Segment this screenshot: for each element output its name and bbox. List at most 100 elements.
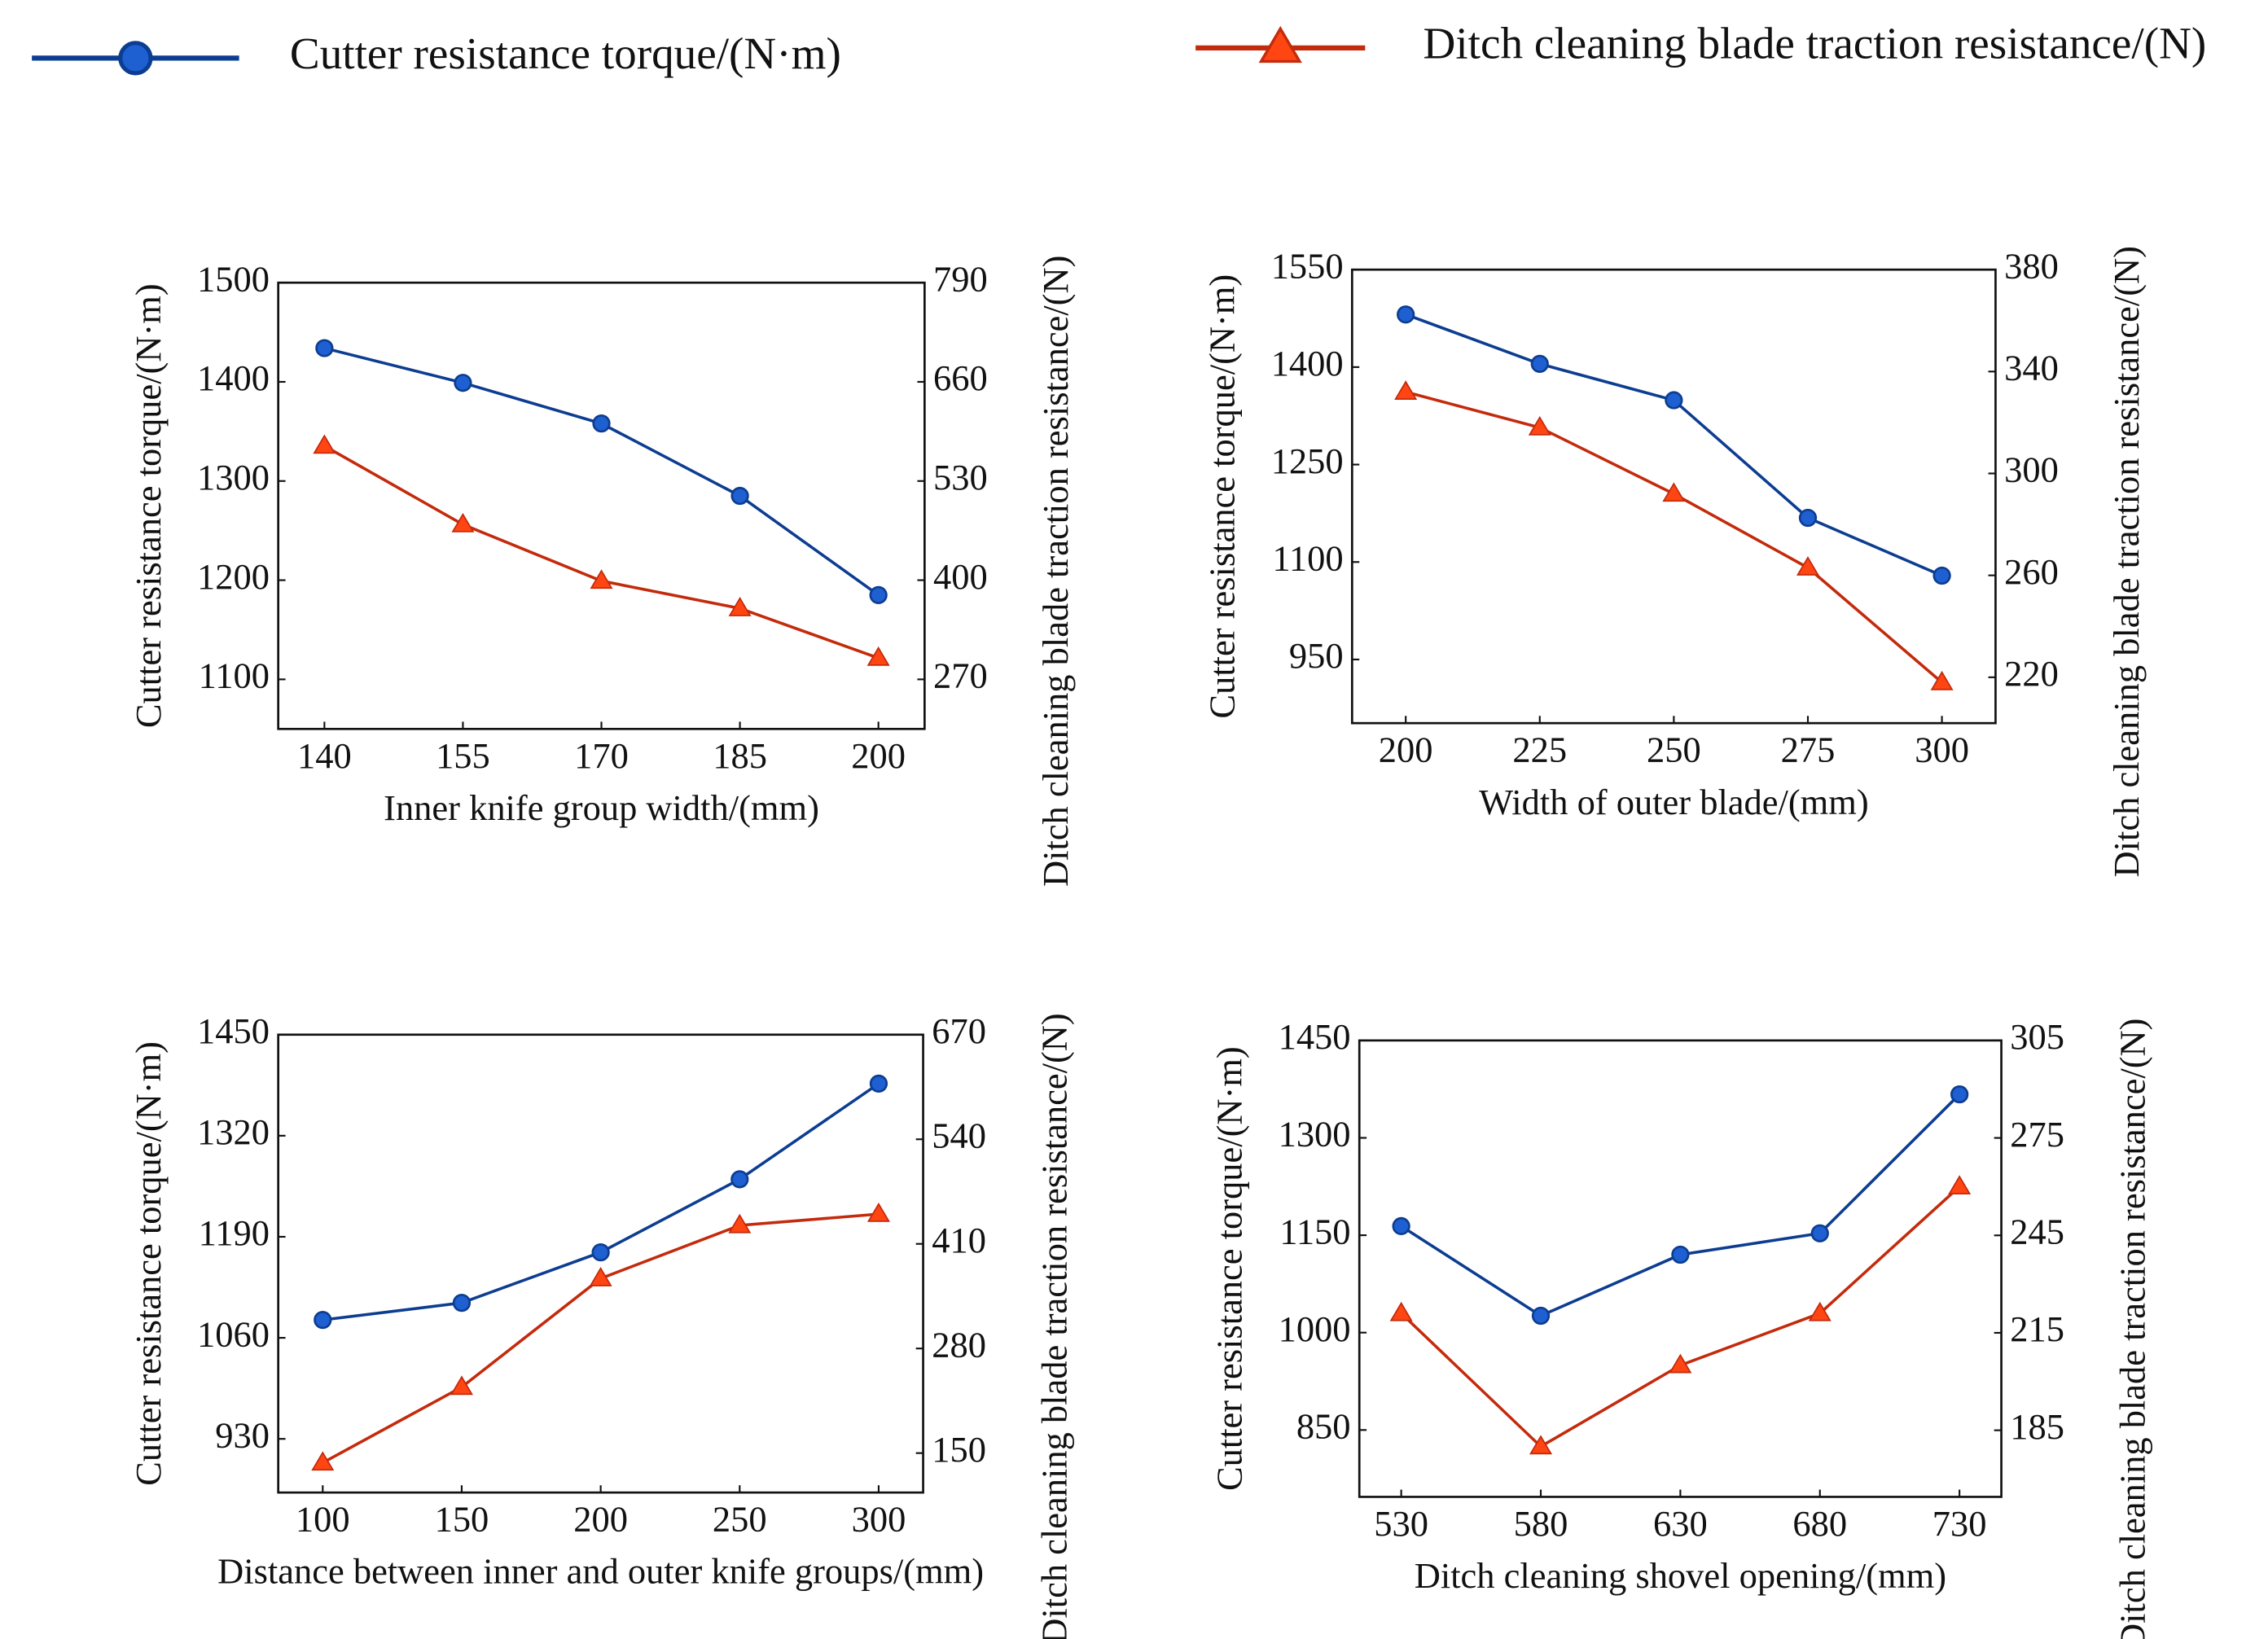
y-tick-label: 1150 xyxy=(1279,1211,1350,1251)
point-marker xyxy=(866,646,890,666)
y2-tick-label: 305 xyxy=(2010,1016,2064,1057)
y2-tick-label: 220 xyxy=(2004,653,2059,694)
y-tick-label: 1550 xyxy=(1271,245,1344,286)
point-marker xyxy=(311,1451,335,1471)
y2-tick-label: 280 xyxy=(932,1324,986,1365)
x-tick-label: 250 xyxy=(1647,730,1701,770)
point-marker xyxy=(866,1202,890,1222)
point-marker xyxy=(1530,354,1549,373)
point-marker xyxy=(1528,415,1551,436)
x-tick-label: 580 xyxy=(1514,1503,1568,1544)
point-marker xyxy=(451,512,475,532)
y-tick-label: 1450 xyxy=(1279,1016,1351,1057)
y2-tick-label: 540 xyxy=(932,1115,986,1155)
series-line xyxy=(323,346,880,597)
y-tick-label: 1250 xyxy=(1271,440,1344,481)
y-tick-label: 1400 xyxy=(197,357,270,398)
y2-tick-label: 380 xyxy=(2004,245,2059,286)
point-marker xyxy=(1671,1245,1690,1264)
point-marker xyxy=(869,1074,888,1093)
point-marker xyxy=(730,486,749,506)
point-marker xyxy=(1531,1306,1551,1326)
y-axis-label: Cutter resistance torque/(N·m) xyxy=(1209,1046,1250,1491)
point-marker xyxy=(313,434,336,454)
y-tick-label: 1200 xyxy=(197,556,270,597)
point-marker xyxy=(1665,391,1683,410)
legend-label: Ditch cleaning blade traction resistance… xyxy=(1424,19,2207,68)
y2-tick-label: 340 xyxy=(2004,348,2059,388)
point-marker xyxy=(730,1170,749,1189)
y2-tick-label: 790 xyxy=(933,258,988,299)
y-tick-label: 1100 xyxy=(1272,537,1343,578)
y-tick-label: 1300 xyxy=(1279,1114,1351,1155)
point-marker xyxy=(728,597,752,616)
series-line xyxy=(1400,1185,1961,1448)
x-tick-label: 140 xyxy=(297,735,352,776)
point-marker xyxy=(1258,25,1302,64)
y-tick-label: 930 xyxy=(215,1414,270,1455)
x-tick-label: 150 xyxy=(435,1499,489,1540)
series-line xyxy=(1405,390,1943,684)
point-marker xyxy=(591,1242,610,1262)
y-tick-label: 1320 xyxy=(197,1111,270,1152)
x-tick-label: 225 xyxy=(1512,730,1567,770)
y2-axis-label: Ditch cleaning blade traction resistance… xyxy=(1033,1013,1074,1639)
legend-marker xyxy=(118,41,153,76)
y2-axis-label: Ditch cleaning blade traction resistance… xyxy=(1035,256,1076,887)
x-tick-label: 300 xyxy=(852,1499,906,1540)
point-marker xyxy=(452,1294,472,1313)
y-axis-label: Cutter resistance torque/(N·m) xyxy=(128,283,169,728)
point-marker xyxy=(1950,1085,1969,1104)
series-line xyxy=(1405,313,1943,577)
y2-axis-label: Ditch cleaning blade traction resistance… xyxy=(2112,1019,2152,1639)
point-marker xyxy=(592,414,611,433)
y-tick-label: 1060 xyxy=(197,1313,270,1354)
x-tick-label: 250 xyxy=(713,1499,767,1540)
point-marker xyxy=(1392,1216,1410,1236)
point-marker xyxy=(1394,380,1418,400)
y2-tick-label: 245 xyxy=(2010,1211,2064,1251)
x-tick-label: 630 xyxy=(1653,1503,1708,1544)
point-marker xyxy=(1796,556,1820,576)
series-line xyxy=(1400,1093,1961,1317)
point-marker xyxy=(315,339,334,357)
point-marker xyxy=(728,1213,752,1234)
x-tick-label: 300 xyxy=(1915,730,1969,770)
x-tick-label: 200 xyxy=(851,735,906,776)
plot-frame xyxy=(277,281,926,730)
point-marker xyxy=(454,374,472,392)
y2-tick-label: 300 xyxy=(2004,449,2059,490)
y-tick-label: 1190 xyxy=(199,1212,270,1253)
y-tick-label: 1000 xyxy=(1279,1308,1351,1349)
point-marker xyxy=(589,1267,612,1286)
y-tick-label: 1300 xyxy=(197,457,270,497)
y-axis-label: Cutter resistance torque/(N·m) xyxy=(128,1041,169,1486)
series-line xyxy=(323,445,880,660)
x-tick-label: 730 xyxy=(1932,1503,1987,1544)
point-marker xyxy=(1389,1301,1413,1321)
y-tick-label: 1500 xyxy=(197,258,270,299)
legend-marker xyxy=(1258,25,1302,64)
point-marker xyxy=(590,569,613,589)
point-marker xyxy=(1932,566,1951,585)
y2-tick-label: 400 xyxy=(933,556,988,597)
point-marker xyxy=(1930,670,1954,690)
x-tick-label: 100 xyxy=(296,1499,350,1540)
y2-tick-label: 185 xyxy=(2010,1406,2064,1447)
y-tick-label: 1450 xyxy=(197,1010,270,1051)
point-marker xyxy=(1669,1353,1692,1374)
y2-tick-label: 215 xyxy=(2010,1308,2064,1349)
point-marker xyxy=(1798,508,1818,528)
point-marker xyxy=(869,585,888,604)
y2-axis-label: Ditch cleaning blade traction resistance… xyxy=(2106,246,2147,877)
x-tick-label: 185 xyxy=(713,735,767,776)
x-tick-label: 155 xyxy=(436,735,490,776)
point-marker xyxy=(1529,1435,1553,1455)
x-axis-label: Ditch cleaning shovel opening/(mm) xyxy=(1415,1555,1946,1596)
y2-tick-label: 530 xyxy=(933,457,988,497)
point-marker xyxy=(450,1375,473,1396)
plot-frame xyxy=(277,1033,924,1494)
x-tick-label: 200 xyxy=(1379,730,1433,770)
